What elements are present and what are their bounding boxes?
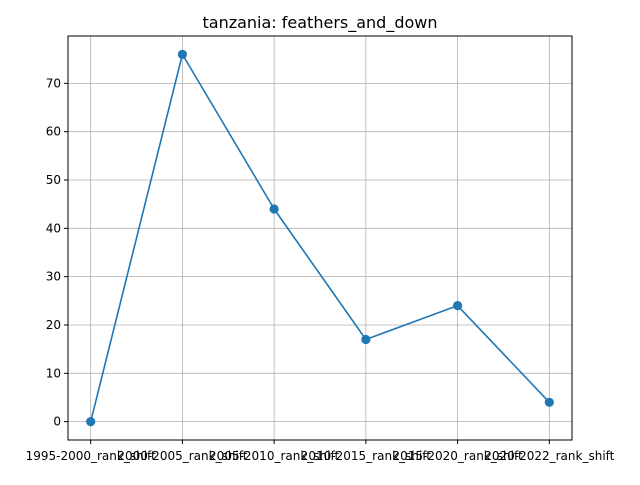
x-tick-label: 2000-2005_rank_shift xyxy=(117,449,247,463)
x-tick-label: 2015-2020_rank_shift xyxy=(393,449,523,463)
grid xyxy=(68,36,572,440)
data-point xyxy=(361,334,371,345)
y-tick-label: 40 xyxy=(46,221,61,235)
x-tick-label: 2020-2022_rank_shift xyxy=(484,449,614,463)
x-tick-label: 1995-2000_rank_shift xyxy=(26,449,156,463)
x-axis: 1995-2000_rank_shift2000-2005_rank_shift… xyxy=(26,440,615,463)
data-point xyxy=(177,49,188,59)
data-point xyxy=(269,204,279,214)
plot-frame xyxy=(67,35,573,441)
y-tick-label: 60 xyxy=(46,125,61,139)
y-tick-label: 20 xyxy=(46,318,61,332)
y-tick-label: 10 xyxy=(46,366,61,380)
data-point xyxy=(86,417,96,427)
y-tick-label: 70 xyxy=(46,76,61,90)
chart-title: tanzania: feathers_and_down xyxy=(202,13,437,33)
y-tick-label: 0 xyxy=(53,415,61,429)
y-tick-label: 30 xyxy=(46,270,61,284)
y-axis: 0 10 20 30 40 50 60 70 xyxy=(46,76,68,429)
data-point xyxy=(544,397,554,407)
data-point xyxy=(452,301,463,311)
x-tick-label: 2010-2015_rank_shift xyxy=(301,449,431,463)
y-tick-label: 50 xyxy=(46,173,61,187)
x-tick-label: 2005-2010_rank_shift xyxy=(209,449,339,463)
series-layer xyxy=(86,49,554,427)
series-line xyxy=(89,53,550,422)
